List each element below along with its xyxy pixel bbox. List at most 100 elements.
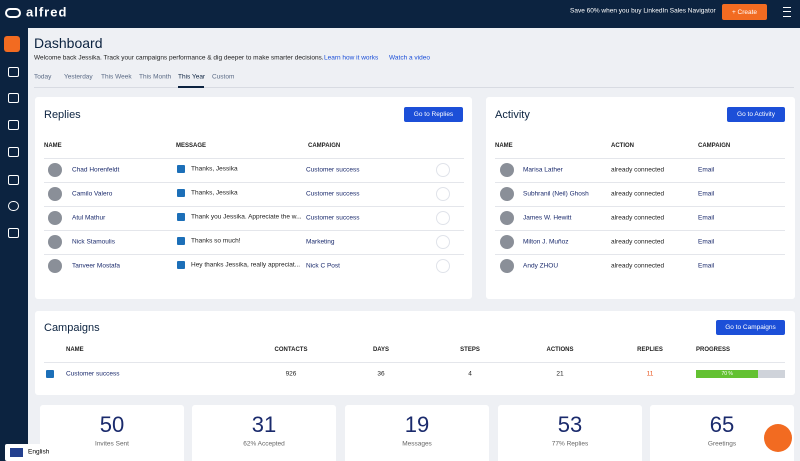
replies-card xyxy=(35,97,472,299)
campaign-contacts: 926 xyxy=(285,370,297,378)
message[interactable]: Thanks so much! xyxy=(191,237,241,245)
action: already connected xyxy=(611,214,665,222)
campaign[interactable]: Email xyxy=(698,238,715,246)
linkedin-icon xyxy=(46,370,54,378)
page-title: Dashboard xyxy=(34,35,103,51)
linkedin-icon xyxy=(177,261,185,269)
avatar xyxy=(500,163,514,177)
row-divider xyxy=(495,230,785,231)
sidebar-icon[interactable] xyxy=(8,120,19,130)
contact-name[interactable]: Nick Stamoulis xyxy=(72,238,115,246)
help-link[interactable]: Learn how it works xyxy=(324,54,379,62)
tab[interactable]: This Month xyxy=(139,73,172,81)
linkedin-icon xyxy=(177,189,185,197)
progress-bar xyxy=(696,370,759,378)
column-header: NAME xyxy=(495,143,513,149)
tab-divider xyxy=(34,87,794,88)
menu-icon[interactable] xyxy=(783,7,791,17)
stat-value: 65 xyxy=(709,412,735,437)
sidebar-icon[interactable] xyxy=(8,93,19,103)
stat-label: 62% Accepted xyxy=(243,440,285,448)
sidebar-icon[interactable] xyxy=(8,67,19,77)
action: already connected xyxy=(611,238,665,246)
tab[interactable]: This Week xyxy=(101,73,132,81)
logo: alfred xyxy=(26,4,68,20)
row-divider xyxy=(495,158,785,159)
contact-name[interactable]: Tanveer Mostafa xyxy=(72,262,121,270)
reply-button[interactable] xyxy=(436,235,450,249)
campaign-days: 36 xyxy=(377,370,385,378)
create-button[interactable]: + Create xyxy=(722,4,767,20)
sidebar-icon[interactable] xyxy=(8,147,19,157)
campaign-name[interactable]: Customer success xyxy=(66,370,120,378)
promo-text[interactable]: Save 60% when you buy LinkedIn Sales Nav… xyxy=(570,7,716,15)
stat-label: Greetings xyxy=(707,440,737,448)
language[interactable]: English xyxy=(28,448,50,456)
sidebar-icon[interactable] xyxy=(8,175,19,185)
message[interactable]: Hey thanks Jessika, really appreciat... xyxy=(191,261,301,269)
campaign-steps: 4 xyxy=(468,370,472,378)
column-header: CAMPAIGN xyxy=(698,143,731,149)
activity-button[interactable]: Go to Activity xyxy=(727,107,785,122)
row-divider xyxy=(44,254,464,255)
column-header: REPLIES xyxy=(637,347,663,353)
contact-name[interactable]: Atul Mathur xyxy=(72,214,106,222)
campaign[interactable]: Customer success xyxy=(306,166,360,174)
replies-button[interactable]: Go to Replies xyxy=(404,107,463,122)
campaign[interactable]: Marketing xyxy=(306,238,335,246)
tab[interactable]: Today xyxy=(34,73,52,81)
campaign[interactable]: Customer success xyxy=(306,214,360,222)
contact-name[interactable]: Marisa Lather xyxy=(523,166,563,174)
stat-label: Messages xyxy=(402,440,432,448)
reply-button[interactable] xyxy=(436,211,450,225)
action: already connected xyxy=(611,262,665,270)
progress-label: 70 % xyxy=(721,371,733,377)
avatar xyxy=(48,259,62,273)
message[interactable]: Thank you Jessika. Appreciate the w... xyxy=(191,213,302,221)
reply-button[interactable] xyxy=(436,163,450,177)
campaign[interactable]: Nick C Post xyxy=(306,262,340,270)
contact-name[interactable]: Milton J. Muñoz xyxy=(523,238,569,246)
card-title: Replies xyxy=(44,109,81,121)
sidebar-icon[interactable] xyxy=(8,228,19,238)
column-header: STEPS xyxy=(460,347,480,353)
column-header: ACTION xyxy=(611,143,634,149)
campaign[interactable]: Email xyxy=(698,166,715,174)
campaigns-button[interactable]: Go to Campaigns xyxy=(716,320,785,335)
stat-card xyxy=(192,405,336,461)
column-header: DAYS xyxy=(372,347,390,353)
avatar xyxy=(48,211,62,225)
action: already connected xyxy=(611,190,665,198)
sidebar-dashboard[interactable] xyxy=(4,36,20,52)
chat-button[interactable] xyxy=(764,424,792,452)
active-tab-underline xyxy=(178,86,204,88)
tab[interactable]: Yesterday xyxy=(64,73,93,81)
campaign[interactable]: Email xyxy=(698,214,715,222)
reply-button[interactable] xyxy=(436,187,450,201)
card-title: Activity xyxy=(495,109,530,121)
reply-button[interactable] xyxy=(436,259,450,273)
campaigns-card xyxy=(35,311,795,395)
card-title: Campaigns xyxy=(44,322,100,334)
avatar xyxy=(48,163,62,177)
campaign[interactable]: Email xyxy=(698,190,715,198)
row-divider xyxy=(44,230,464,231)
column-header: CONTACTS xyxy=(274,347,308,353)
campaign-replies: 11 xyxy=(646,370,654,378)
video-link[interactable]: Watch a video xyxy=(389,54,430,62)
message[interactable]: Thanks, Jessika xyxy=(191,189,238,197)
column-header: NAME xyxy=(44,143,62,149)
contact-name[interactable]: Chad Horenfeldt xyxy=(72,166,120,174)
tab[interactable]: Custom xyxy=(212,73,235,81)
column-header: MESSAGE xyxy=(176,143,207,149)
message[interactable]: Thanks, Jessika xyxy=(191,165,238,173)
tab[interactable]: This Year xyxy=(178,73,206,81)
contact-name[interactable]: James W. Hewitt xyxy=(523,214,572,222)
contact-name[interactable]: Andy ZHOU xyxy=(523,262,559,270)
contact-name[interactable]: Subhranil (Neil) Ghosh xyxy=(523,190,589,198)
campaign[interactable]: Email xyxy=(698,262,715,270)
sidebar-icon[interactable] xyxy=(8,201,19,211)
row-divider xyxy=(495,206,785,207)
campaign[interactable]: Customer success xyxy=(306,190,360,198)
contact-name[interactable]: Camilo Valero xyxy=(72,190,113,198)
